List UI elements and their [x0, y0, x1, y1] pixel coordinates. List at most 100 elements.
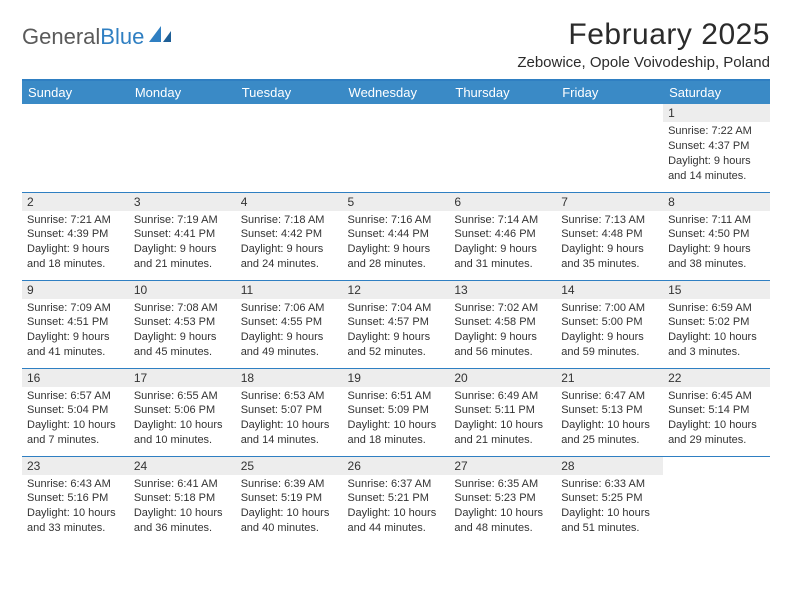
- sunrise-line: Sunrise: 6:49 AM: [454, 389, 551, 404]
- daylight-line: Daylight: 10 hours and 18 minutes.: [348, 418, 445, 448]
- sunrise-line: Sunrise: 6:45 AM: [668, 389, 765, 404]
- day-number: 22: [663, 369, 770, 387]
- day-cell: 4Sunrise: 7:18 AMSunset: 4:42 PMDaylight…: [236, 192, 343, 280]
- daylight-line: Daylight: 9 hours and 24 minutes.: [241, 242, 338, 272]
- day-info: Sunrise: 6:35 AMSunset: 5:23 PMDaylight:…: [449, 475, 556, 540]
- daylight-line: Daylight: 10 hours and 44 minutes.: [348, 506, 445, 536]
- day-number: 6: [449, 193, 556, 211]
- day-number: 1: [663, 104, 770, 122]
- sunset-line: Sunset: 4:55 PM: [241, 315, 338, 330]
- day-info: Sunrise: 6:37 AMSunset: 5:21 PMDaylight:…: [343, 475, 450, 540]
- sunset-line: Sunset: 4:39 PM: [27, 227, 124, 242]
- day-info: Sunrise: 7:00 AMSunset: 5:00 PMDaylight:…: [556, 299, 663, 364]
- day-cell: 2Sunrise: 7:21 AMSunset: 4:39 PMDaylight…: [22, 192, 129, 280]
- day-info: Sunrise: 6:43 AMSunset: 5:16 PMDaylight:…: [22, 475, 129, 540]
- day-number: 12: [343, 281, 450, 299]
- sunrise-line: Sunrise: 7:08 AM: [134, 301, 231, 316]
- day-cell: 23Sunrise: 6:43 AMSunset: 5:16 PMDayligh…: [22, 456, 129, 544]
- daylight-line: Daylight: 9 hours and 21 minutes.: [134, 242, 231, 272]
- week-row: 1Sunrise: 7:22 AMSunset: 4:37 PMDaylight…: [22, 104, 770, 192]
- day-cell: [129, 104, 236, 192]
- sunrise-line: Sunrise: 6:51 AM: [348, 389, 445, 404]
- day-cell: [556, 104, 663, 192]
- daylight-line: Daylight: 9 hours and 18 minutes.: [27, 242, 124, 272]
- day-number: 13: [449, 281, 556, 299]
- sunset-line: Sunset: 4:50 PM: [668, 227, 765, 242]
- day-header: Wednesday: [343, 81, 450, 104]
- daylight-line: Daylight: 10 hours and 25 minutes.: [561, 418, 658, 448]
- day-cell: 7Sunrise: 7:13 AMSunset: 4:48 PMDaylight…: [556, 192, 663, 280]
- sunrise-line: Sunrise: 7:22 AM: [668, 124, 765, 139]
- sunset-line: Sunset: 5:09 PM: [348, 403, 445, 418]
- day-cell: [663, 456, 770, 544]
- calendar-grid: SundayMondayTuesdayWednesdayThursdayFrid…: [22, 81, 770, 544]
- day-info: Sunrise: 7:09 AMSunset: 4:51 PMDaylight:…: [22, 299, 129, 364]
- day-number: 19: [343, 369, 450, 387]
- title-block: February 2025 Zebowice, Opole Voivodeshi…: [517, 18, 770, 71]
- day-info: Sunrise: 7:19 AMSunset: 4:41 PMDaylight:…: [129, 211, 236, 276]
- sunrise-line: Sunrise: 7:14 AM: [454, 213, 551, 228]
- day-info: Sunrise: 6:57 AMSunset: 5:04 PMDaylight:…: [22, 387, 129, 452]
- sunset-line: Sunset: 4:37 PM: [668, 139, 765, 154]
- daylight-line: Daylight: 10 hours and 33 minutes.: [27, 506, 124, 536]
- day-cell: 19Sunrise: 6:51 AMSunset: 5:09 PMDayligh…: [343, 368, 450, 456]
- day-cell: [343, 104, 450, 192]
- location: Zebowice, Opole Voivodeship, Poland: [517, 54, 770, 71]
- sunrise-line: Sunrise: 6:57 AM: [27, 389, 124, 404]
- day-header: Thursday: [449, 81, 556, 104]
- sunrise-line: Sunrise: 7:00 AM: [561, 301, 658, 316]
- day-cell: 27Sunrise: 6:35 AMSunset: 5:23 PMDayligh…: [449, 456, 556, 544]
- sunrise-line: Sunrise: 6:41 AM: [134, 477, 231, 492]
- daylight-line: Daylight: 9 hours and 28 minutes.: [348, 242, 445, 272]
- day-info: Sunrise: 7:16 AMSunset: 4:44 PMDaylight:…: [343, 211, 450, 276]
- daylight-line: Daylight: 9 hours and 45 minutes.: [134, 330, 231, 360]
- sunset-line: Sunset: 5:00 PM: [561, 315, 658, 330]
- sunrise-line: Sunrise: 7:19 AM: [134, 213, 231, 228]
- logo-sail-icon: [148, 24, 174, 50]
- sunset-line: Sunset: 5:07 PM: [241, 403, 338, 418]
- sunrise-line: Sunrise: 7:11 AM: [668, 213, 765, 228]
- day-number: 17: [129, 369, 236, 387]
- day-cell: 15Sunrise: 6:59 AMSunset: 5:02 PMDayligh…: [663, 280, 770, 368]
- sunrise-line: Sunrise: 6:55 AM: [134, 389, 231, 404]
- day-cell: 21Sunrise: 6:47 AMSunset: 5:13 PMDayligh…: [556, 368, 663, 456]
- day-number: 8: [663, 193, 770, 211]
- day-number: 23: [22, 457, 129, 475]
- daylight-line: Daylight: 9 hours and 31 minutes.: [454, 242, 551, 272]
- sunset-line: Sunset: 5:06 PM: [134, 403, 231, 418]
- day-header: Monday: [129, 81, 236, 104]
- day-info: Sunrise: 6:41 AMSunset: 5:18 PMDaylight:…: [129, 475, 236, 540]
- day-info: Sunrise: 6:33 AMSunset: 5:25 PMDaylight:…: [556, 475, 663, 540]
- daylight-line: Daylight: 9 hours and 35 minutes.: [561, 242, 658, 272]
- day-cell: 1Sunrise: 7:22 AMSunset: 4:37 PMDaylight…: [663, 104, 770, 192]
- sunset-line: Sunset: 5:19 PM: [241, 491, 338, 506]
- sunset-line: Sunset: 4:41 PM: [134, 227, 231, 242]
- sunrise-line: Sunrise: 7:18 AM: [241, 213, 338, 228]
- daylight-line: Daylight: 10 hours and 48 minutes.: [454, 506, 551, 536]
- sunset-line: Sunset: 5:21 PM: [348, 491, 445, 506]
- daylight-line: Daylight: 10 hours and 51 minutes.: [561, 506, 658, 536]
- day-number: [449, 104, 556, 122]
- sunset-line: Sunset: 5:13 PM: [561, 403, 658, 418]
- day-header: Saturday: [663, 81, 770, 104]
- day-number: 20: [449, 369, 556, 387]
- day-info: Sunrise: 6:55 AMSunset: 5:06 PMDaylight:…: [129, 387, 236, 452]
- logo-text-general: General: [22, 24, 100, 50]
- sunset-line: Sunset: 4:58 PM: [454, 315, 551, 330]
- day-cell: 20Sunrise: 6:49 AMSunset: 5:11 PMDayligh…: [449, 368, 556, 456]
- day-cell: 6Sunrise: 7:14 AMSunset: 4:46 PMDaylight…: [449, 192, 556, 280]
- day-number: [343, 104, 450, 122]
- day-cell: 25Sunrise: 6:39 AMSunset: 5:19 PMDayligh…: [236, 456, 343, 544]
- sunset-line: Sunset: 4:51 PM: [27, 315, 124, 330]
- day-cell: 18Sunrise: 6:53 AMSunset: 5:07 PMDayligh…: [236, 368, 343, 456]
- day-number: 25: [236, 457, 343, 475]
- day-info: Sunrise: 6:51 AMSunset: 5:09 PMDaylight:…: [343, 387, 450, 452]
- sunrise-line: Sunrise: 7:09 AM: [27, 301, 124, 316]
- day-number: 16: [22, 369, 129, 387]
- sunrise-line: Sunrise: 6:53 AM: [241, 389, 338, 404]
- day-cell: [236, 104, 343, 192]
- day-number: [22, 104, 129, 122]
- day-cell: [449, 104, 556, 192]
- day-number: 24: [129, 457, 236, 475]
- day-header: Tuesday: [236, 81, 343, 104]
